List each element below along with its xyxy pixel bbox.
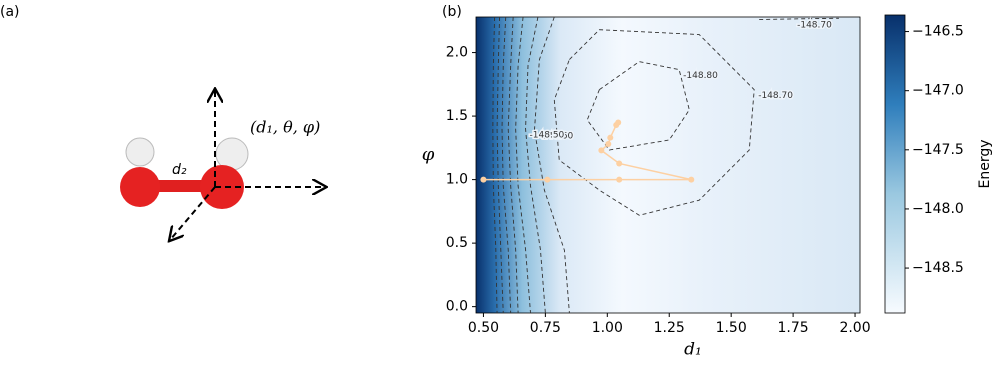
colorbar [884, 14, 906, 314]
x-tick-label: 1.75 [778, 320, 809, 336]
trajectory-point [605, 141, 612, 148]
colorbar-tick-label: −148.5 [912, 260, 964, 276]
x-tick-label: 1.25 [654, 320, 685, 336]
contour-label: -148.50 [530, 130, 565, 140]
x-axis-label: d₁ [684, 340, 702, 360]
y-tick-label: 1.0 [446, 172, 468, 188]
coord-label: (d₁, θ, φ) [250, 118, 320, 137]
panel-label: (b) [442, 4, 462, 20]
trajectory-line [483, 121, 692, 181]
contour-line [553, 29, 755, 216]
x-tick-label: 1.00 [592, 320, 623, 336]
colorbar-tick-label: −147.0 [912, 83, 964, 99]
heatmap [476, 17, 860, 313]
contour-line [507, 16, 519, 314]
bond [140, 180, 220, 192]
oxygen [120, 167, 160, 207]
contour-line [492, 16, 498, 314]
colorbar-tick-label: −147.5 [912, 142, 964, 158]
hydrogen [125, 137, 155, 167]
x-tick-label: 0.75 [530, 320, 561, 336]
panel-label: (a) [0, 4, 20, 20]
trajectory-point [616, 160, 623, 167]
contour-line [586, 61, 690, 151]
trajectory-point [616, 176, 623, 183]
trajectory-point [607, 134, 614, 141]
trajectory-point [615, 119, 622, 126]
y-tick-label: 1.5 [446, 108, 468, 124]
contour-line [759, 17, 839, 20]
x-tick-label: 0.50 [468, 320, 499, 336]
x-tick-label: 2.00 [839, 320, 870, 336]
contour-line [525, 16, 546, 314]
contour-line [515, 16, 531, 314]
trajectory-point [598, 147, 605, 154]
y-tick-label: 0.5 [446, 235, 468, 251]
plot-frame [475, 16, 861, 314]
trajectory-point [544, 176, 551, 183]
oxygen [200, 165, 244, 209]
x-tick-label: 1.50 [716, 320, 747, 336]
bond-label: d₂ [172, 162, 187, 178]
axis-arrow [170, 186, 216, 240]
contour-label: -148.80 [683, 71, 718, 81]
trajectory-point [688, 176, 695, 183]
contour-line [534, 16, 570, 314]
colorbar-tick-label: −148.0 [912, 201, 964, 217]
colorbar-tick-label: −146.5 [912, 24, 964, 40]
contour-label: -148.60 [538, 131, 573, 141]
contour-label: -148.70 [758, 91, 793, 101]
trajectory-point [480, 176, 487, 183]
y-tick-label: 0.0 [446, 299, 468, 315]
y-tick-label: 2.0 [446, 45, 468, 61]
contour-line [496, 16, 504, 314]
contour-label: -148.70 [797, 20, 832, 30]
colorbar-label: Energy [977, 139, 993, 188]
contour-line [501, 16, 512, 314]
y-axis-label: φ [422, 144, 435, 165]
panel-a: (a) d₂ (d₁, θ, φ) [0, 4, 325, 240]
